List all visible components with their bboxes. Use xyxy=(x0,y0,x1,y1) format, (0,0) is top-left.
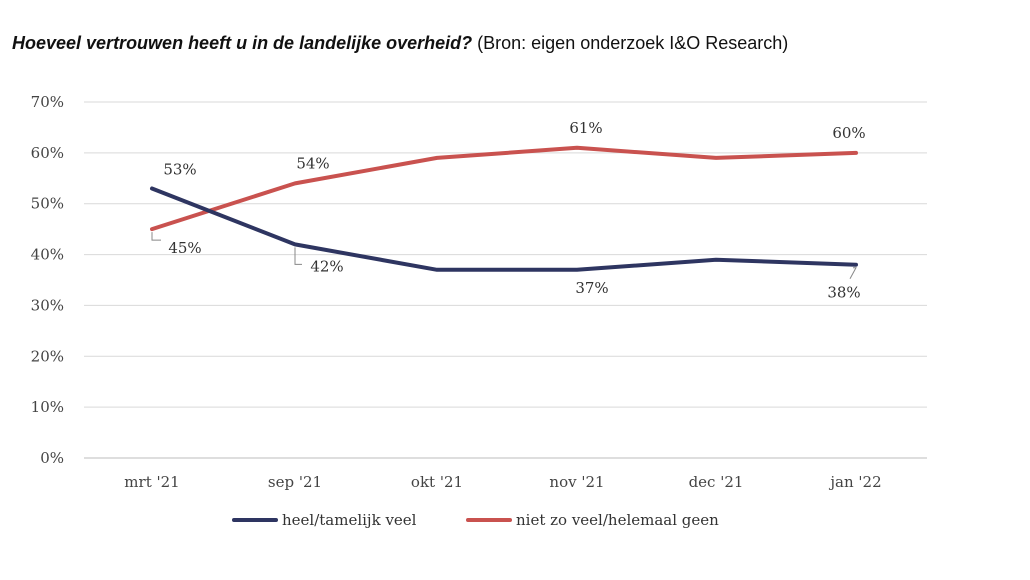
x-tick-label: mrt '21 xyxy=(124,473,179,491)
x-tick-label: sep '21 xyxy=(268,473,322,491)
x-tick-label: nov '21 xyxy=(549,473,604,491)
y-tick-label: 10% xyxy=(31,398,64,416)
y-tick-label: 50% xyxy=(31,195,64,213)
data-label: 38% xyxy=(827,284,860,302)
y-tick-label: 0% xyxy=(40,449,64,467)
data-label: 54% xyxy=(296,154,329,172)
y-tick-label: 60% xyxy=(31,144,64,162)
data-label: 53% xyxy=(163,160,196,178)
chart-title-question: Hoeveel vertrouwen heeft u in de landeli… xyxy=(12,33,473,53)
x-tick-label: dec '21 xyxy=(689,473,744,491)
chart-subtitle: (Bron: eigen onderzoek I&O Research) xyxy=(477,33,789,53)
x-tick-label: jan '22 xyxy=(828,473,881,491)
data-label: 42% xyxy=(310,257,343,275)
series-line-niet-zo-veel xyxy=(150,145,858,232)
y-tick-label: 30% xyxy=(31,296,64,314)
y-tick-label: 20% xyxy=(31,347,64,365)
legend-label: heel/tamelijk veel xyxy=(282,511,417,529)
leader-line xyxy=(151,232,161,241)
data-label: 61% xyxy=(569,119,602,137)
data-label: 60% xyxy=(832,124,865,142)
x-tick-label: okt '21 xyxy=(411,473,463,491)
y-tick-label: 70% xyxy=(31,93,64,111)
leader-line xyxy=(294,247,302,265)
data-label: 45% xyxy=(168,239,201,257)
leader-line xyxy=(849,267,857,279)
data-label: 37% xyxy=(575,279,608,297)
chart-title: Hoeveel vertrouwen heeft u in de landeli… xyxy=(12,33,788,54)
y-tick-label: 40% xyxy=(31,246,64,264)
legend-label: niet zo veel/helemaal geen xyxy=(516,511,719,529)
series-line-heel-tamelijk-veel xyxy=(150,186,858,272)
